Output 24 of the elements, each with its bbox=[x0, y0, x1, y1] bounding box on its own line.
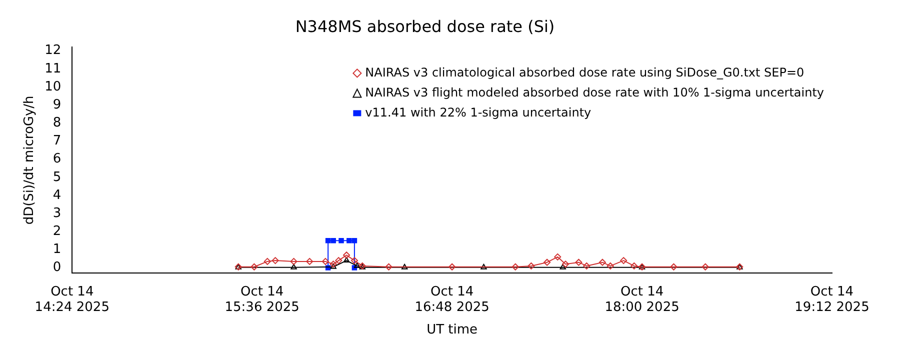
y-tick-label: 0 bbox=[52, 260, 62, 276]
y-axis-title: dD(Si)/dt microGy/h bbox=[22, 96, 38, 225]
y-tick-label: 10 bbox=[44, 79, 62, 94]
y-tick-label: 5 bbox=[52, 170, 62, 185]
y-tick-label: 7 bbox=[52, 134, 62, 149]
y-tick-label: 4 bbox=[52, 188, 62, 203]
chart-title: N348MS absorbed dose rate (Si) bbox=[295, 16, 555, 36]
x-tick-label: Oct 14 18:00 2025 bbox=[604, 284, 680, 315]
y-tick-label: 1 bbox=[52, 242, 62, 258]
x-tick-label: Oct 14 16:48 2025 bbox=[414, 284, 490, 315]
legend-label: NAIRAS v3 climatological absorbed dose rate using SiDose_G0.txt SEP=0 bbox=[365, 65, 804, 80]
x-tick-label: Oct 14 15:36 2025 bbox=[224, 284, 300, 315]
y-tick-label: 12 bbox=[44, 43, 62, 58]
y-tick-label: 9 bbox=[52, 97, 62, 112]
y-tick-label: 8 bbox=[52, 116, 62, 131]
x-tick-label: Oct 14 19:12 2025 bbox=[794, 284, 870, 315]
legend-label: v11.41 with 22% 1-sigma uncertainty bbox=[365, 105, 592, 120]
y-tick-label: 6 bbox=[52, 152, 62, 167]
y-tick-label: 11 bbox=[44, 61, 62, 76]
y-tick-label: 2 bbox=[52, 224, 62, 239]
y-tick-label: 3 bbox=[52, 206, 62, 221]
x-tick-label: Oct 14 14:24 2025 bbox=[34, 284, 110, 315]
legend-label: NAIRAS v3 flight modeled absorbed dose rate with 10% 1-sigma uncertainty bbox=[365, 85, 824, 100]
x-axis-title: UT time bbox=[426, 322, 478, 338]
